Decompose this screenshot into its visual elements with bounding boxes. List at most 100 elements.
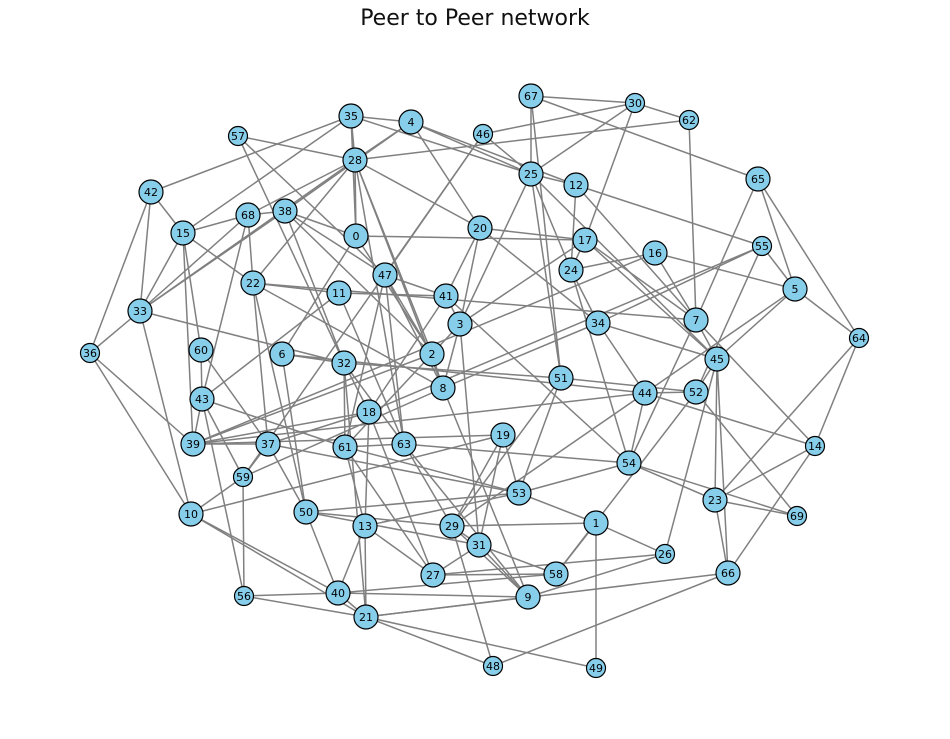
edge-15-39: [182, 232, 194, 445]
node-label-13: 13: [358, 520, 372, 533]
node-circle-39: [180, 431, 206, 457]
node-48: 48: [482, 655, 504, 677]
node-29: 29: [439, 513, 465, 539]
node-label-16: 16: [648, 247, 662, 260]
edge-34-45: [597, 322, 718, 360]
node-label-8: 8: [440, 382, 447, 395]
node-circle-29: [439, 513, 465, 539]
edge-28-20: [354, 159, 481, 229]
edge-65-64: [757, 178, 860, 339]
node-label-22: 22: [246, 277, 260, 290]
edge-54-23: [628, 462, 716, 501]
edge-37-50: [267, 443, 307, 513]
edge-11-41: [338, 292, 447, 297]
node-circle-34: [585, 310, 611, 336]
edge-62-7: [688, 119, 697, 321]
node-label-62: 62: [682, 114, 696, 127]
edge-19-31: [478, 434, 504, 546]
edge-20-34: [479, 227, 599, 324]
edge-42-36: [89, 191, 152, 354]
nodes-layer: 0123456789101112131415161718192021222324…: [79, 83, 870, 679]
node-label-66: 66: [721, 567, 735, 580]
node-circle-66: [715, 560, 741, 586]
edge-43-61: [201, 398, 346, 448]
edge-33-68: [139, 214, 249, 312]
graph-title: Peer to Peer network: [360, 6, 590, 31]
edge-32-61: [343, 362, 346, 448]
node-circle-30: [624, 92, 646, 114]
edge-41-18: [368, 295, 447, 413]
node-label-4: 4: [408, 116, 415, 129]
node-68: 68: [235, 202, 261, 228]
edge-62-28: [354, 119, 690, 161]
edge-28-68: [247, 159, 356, 216]
edge-22-7: [252, 282, 697, 321]
edge-45-66: [716, 358, 729, 574]
edge-60-37: [200, 349, 269, 445]
node-label-7: 7: [693, 314, 700, 327]
node-24: 24: [558, 257, 584, 283]
node-circle-45: [704, 346, 730, 372]
edge-68-43: [201, 214, 249, 400]
node-22: 22: [240, 270, 266, 296]
node-circle-2: [419, 341, 445, 367]
node-circle-35: [338, 103, 364, 129]
edge-55-52: [695, 245, 763, 393]
node-circle-68: [235, 202, 261, 228]
node-63: 63: [391, 431, 417, 457]
node-circle-21: [353, 604, 379, 630]
node-65: 65: [745, 166, 771, 192]
node-label-25: 25: [524, 168, 538, 181]
edge-64-23: [714, 337, 860, 501]
node-39: 39: [180, 431, 206, 457]
node-label-41: 41: [439, 290, 453, 303]
node-circle-7: [683, 307, 709, 333]
node-label-2: 2: [429, 348, 436, 361]
edge-34-44: [597, 322, 646, 394]
edge-4-20: [410, 121, 481, 229]
node-label-26: 26: [658, 548, 672, 561]
node-label-10: 10: [184, 508, 198, 521]
node-18: 18: [356, 399, 382, 425]
node-label-35: 35: [344, 110, 358, 123]
edge-14-66: [727, 445, 816, 574]
node-circle-16: [642, 240, 668, 266]
node-circle-67: [518, 83, 544, 109]
edge-23-69: [714, 499, 798, 517]
node-circle-32: [331, 350, 357, 376]
node-66: 66: [715, 560, 741, 586]
edge-52-69: [695, 391, 798, 517]
edge-57-47: [237, 135, 386, 276]
node-label-53: 53: [512, 487, 526, 500]
node-circle-51: [548, 365, 574, 391]
node-circle-5: [782, 276, 808, 302]
node-67: 67: [518, 83, 544, 109]
edge-40-9: [337, 592, 529, 598]
node-label-21: 21: [359, 611, 373, 624]
node-circle-63: [391, 431, 417, 457]
node-label-36: 36: [83, 347, 97, 360]
edge-61-27: [344, 446, 434, 576]
node-circle-1: [583, 510, 609, 536]
node-label-45: 45: [710, 353, 724, 366]
edge-8-9: [442, 387, 529, 598]
edge-12-7: [575, 184, 697, 321]
node-circle-9: [515, 584, 541, 610]
node-circle-59: [232, 466, 254, 488]
edge-40-56: [243, 592, 339, 597]
edge-2-39: [192, 353, 433, 445]
node-label-6: 6: [279, 348, 286, 361]
node-label-68: 68: [241, 209, 255, 222]
node-10: 10: [178, 501, 204, 527]
node-36: 36: [79, 342, 101, 364]
edge-42-33: [139, 191, 152, 312]
node-6: 6: [269, 341, 295, 367]
edge-20-17: [479, 227, 586, 241]
node-label-46: 46: [476, 128, 490, 141]
node-label-67: 67: [524, 90, 538, 103]
node-circle-14: [804, 435, 826, 457]
node-circle-11: [326, 280, 352, 306]
edge-28-22: [252, 159, 356, 284]
edge-7-14: [695, 319, 816, 447]
